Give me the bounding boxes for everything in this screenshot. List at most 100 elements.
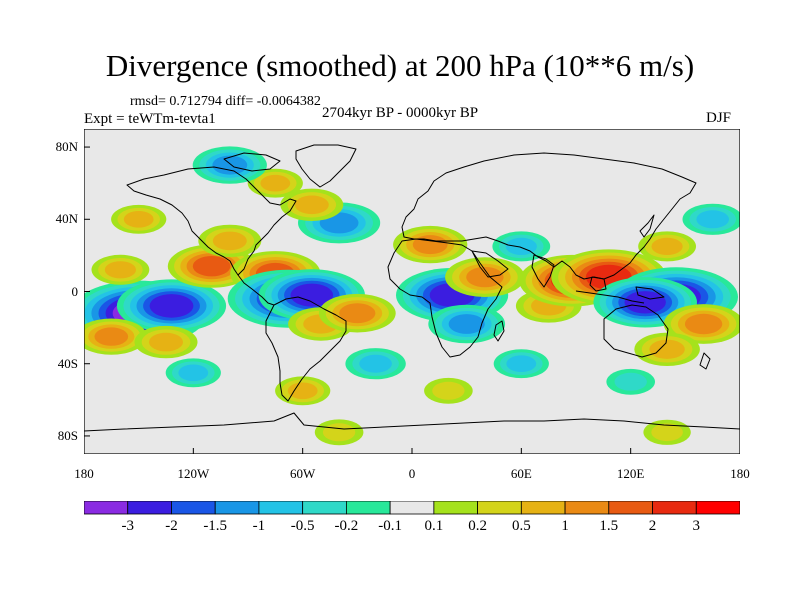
contour-level — [684, 313, 723, 335]
field-feature — [445, 257, 525, 297]
contour-level — [448, 314, 485, 334]
contour-level — [359, 354, 392, 373]
x-tick-marks — [84, 448, 740, 454]
colorbar-swatch — [345, 501, 391, 515]
contour-level — [466, 266, 504, 288]
field-feature — [192, 146, 267, 184]
contour-level — [432, 381, 465, 400]
contour-level — [412, 235, 448, 255]
contour-level — [290, 283, 334, 307]
field-feature — [492, 231, 551, 262]
field-feature — [638, 231, 696, 262]
contour-level — [192, 256, 231, 277]
contour-level — [696, 210, 729, 229]
field-feature — [91, 254, 150, 285]
colorbar-swatch — [520, 501, 566, 515]
colorbar-label: -0.5 — [290, 518, 315, 534]
contour-level — [287, 382, 318, 400]
coastline-eurasia — [401, 152, 697, 280]
field-feature — [165, 358, 221, 388]
coastline-south-america — [265, 296, 347, 402]
colorbar-swatch — [389, 501, 435, 515]
coastline-new-guinea — [635, 286, 665, 300]
y-tick-label: 0 — [71, 283, 79, 299]
contour-level — [212, 155, 248, 175]
coastline-africa — [387, 238, 503, 358]
coastline-arabia — [471, 250, 509, 278]
contour-level — [322, 423, 356, 442]
coastline-greenland — [295, 144, 357, 188]
x-tick-label: 60E — [510, 466, 532, 481]
coastline-japan — [639, 214, 655, 238]
divergence-map — [84, 129, 740, 454]
colorbar-swatch — [258, 501, 304, 515]
contour-level — [651, 237, 683, 255]
contour-level — [94, 327, 129, 346]
field-feature — [84, 318, 147, 355]
y-tick-label: 80S — [57, 427, 78, 443]
experiment-label: Expt = teWTm-tevta1 — [84, 111, 216, 127]
colorbar-label: -1 — [252, 518, 266, 534]
contour-level — [149, 294, 194, 318]
coastline-borneo — [589, 276, 607, 292]
contour-level — [178, 364, 209, 382]
field-feature — [111, 204, 167, 234]
stats-label: rmsd= 0.712794 diff= -0.0064382 — [130, 94, 321, 109]
field-feature — [393, 225, 468, 264]
colorbar-swatch — [608, 501, 653, 515]
field-feature — [314, 419, 364, 446]
field-feature — [280, 188, 344, 221]
colorbar-label: 0.1 — [424, 518, 444, 534]
contour-level — [651, 423, 683, 442]
coastline-australia — [603, 304, 669, 358]
coastline-india — [531, 254, 555, 288]
y-tick-label: 40S — [57, 355, 78, 371]
contour-level — [614, 372, 647, 391]
contour-level — [149, 332, 183, 352]
colorbar-swatch — [171, 501, 216, 515]
field-feature — [247, 168, 303, 198]
field-feature — [198, 224, 262, 258]
colorbar-swatch — [652, 501, 697, 515]
colorbar-label: 0.2 — [468, 518, 487, 534]
colorbar-swatch — [695, 501, 740, 515]
field-feature — [493, 349, 549, 379]
contour-level — [624, 291, 666, 314]
plot-title: Divergence (smoothed) at 200 hPa (10**6 … — [105, 48, 695, 83]
coastline-layer — [84, 144, 740, 432]
contour-level — [339, 303, 376, 324]
y-tick-label: 40N — [55, 211, 78, 227]
x-tick-label: 120W — [177, 466, 210, 481]
field-feature — [345, 348, 406, 380]
colorbar-swatch — [433, 501, 478, 515]
y-tick-label: 80N — [55, 139, 78, 155]
field-layer — [84, 146, 740, 446]
colorbar-label: -3 — [121, 518, 134, 534]
coastline-antarctica — [84, 412, 740, 432]
colorbar-swatch — [564, 501, 610, 515]
field-feature — [134, 325, 198, 359]
x-tick-label: 0 — [408, 466, 416, 481]
colorbar-label: 3 — [692, 518, 701, 534]
field-feature — [634, 332, 700, 366]
x-tick-label: 60W — [290, 466, 316, 481]
colorbar-label: 0.5 — [511, 518, 531, 534]
x-tick-label: 180 — [730, 466, 750, 481]
colorbar-label: 1.5 — [599, 518, 619, 534]
x-tick-label: 120E — [616, 466, 645, 481]
x-tick-label: 180 — [74, 466, 94, 481]
field-feature — [663, 304, 740, 344]
colorbar-swatch — [214, 501, 260, 515]
coastline-indonesia — [575, 290, 645, 304]
contour-level — [212, 231, 247, 251]
y-tick-marks — [84, 146, 90, 437]
colorbar-label: -1.5 — [203, 518, 228, 534]
contour-level — [104, 261, 136, 279]
coastline-north-america — [126, 166, 297, 276]
colorbar-label: 2 — [648, 518, 657, 534]
coastline-central-america — [237, 274, 275, 306]
coastline-arctic-islands — [223, 152, 281, 172]
colorbar-label: -0.1 — [378, 518, 402, 534]
field-feature — [424, 377, 473, 404]
colorbar-swatch — [477, 501, 522, 515]
